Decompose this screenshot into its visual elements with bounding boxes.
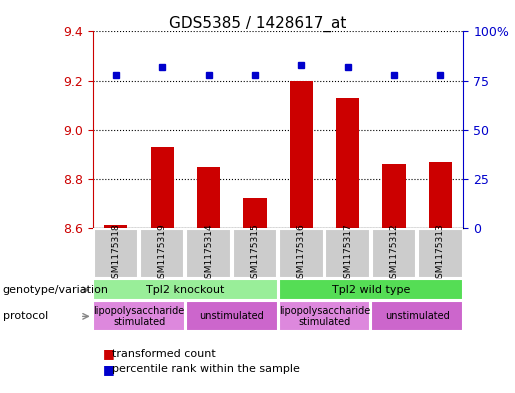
Bar bbox=[243, 198, 267, 228]
Text: Tpl2 wild type: Tpl2 wild type bbox=[332, 285, 410, 295]
FancyBboxPatch shape bbox=[93, 301, 185, 331]
FancyBboxPatch shape bbox=[186, 301, 278, 331]
Text: Tpl2 knockout: Tpl2 knockout bbox=[146, 285, 225, 295]
FancyBboxPatch shape bbox=[94, 229, 138, 278]
Text: unstimulated: unstimulated bbox=[385, 311, 450, 321]
Text: genotype/variation: genotype/variation bbox=[3, 285, 109, 295]
Text: transformed count: transformed count bbox=[112, 349, 216, 359]
Bar bbox=[428, 162, 452, 228]
Text: GSM1175315: GSM1175315 bbox=[250, 223, 260, 284]
Bar bbox=[197, 167, 220, 228]
Text: GSM1175314: GSM1175314 bbox=[204, 223, 213, 284]
Text: percentile rank within the sample: percentile rank within the sample bbox=[112, 364, 300, 375]
Bar bbox=[150, 147, 174, 228]
Text: unstimulated: unstimulated bbox=[199, 311, 264, 321]
FancyBboxPatch shape bbox=[279, 301, 370, 331]
Text: GSM1175319: GSM1175319 bbox=[158, 223, 167, 284]
Text: lipopolysaccharide
stimulated: lipopolysaccharide stimulated bbox=[93, 306, 185, 327]
Text: GSM1175318: GSM1175318 bbox=[111, 223, 121, 284]
Text: lipopolysaccharide
stimulated: lipopolysaccharide stimulated bbox=[279, 306, 370, 327]
FancyBboxPatch shape bbox=[371, 301, 463, 331]
FancyBboxPatch shape bbox=[279, 229, 323, 278]
Text: GSM1175313: GSM1175313 bbox=[436, 223, 445, 284]
Text: GSM1175317: GSM1175317 bbox=[343, 223, 352, 284]
Bar bbox=[336, 98, 359, 228]
Text: GSM1175312: GSM1175312 bbox=[389, 223, 399, 284]
Text: protocol: protocol bbox=[3, 311, 48, 321]
FancyBboxPatch shape bbox=[325, 229, 370, 278]
FancyBboxPatch shape bbox=[233, 229, 277, 278]
FancyBboxPatch shape bbox=[140, 229, 184, 278]
FancyBboxPatch shape bbox=[279, 279, 463, 300]
FancyBboxPatch shape bbox=[418, 229, 462, 278]
FancyBboxPatch shape bbox=[93, 279, 278, 300]
Text: GDS5385 / 1428617_at: GDS5385 / 1428617_at bbox=[169, 16, 346, 32]
Text: GSM1175316: GSM1175316 bbox=[297, 223, 306, 284]
Text: ■: ■ bbox=[103, 363, 115, 376]
FancyBboxPatch shape bbox=[372, 229, 416, 278]
FancyBboxPatch shape bbox=[186, 229, 231, 278]
Text: ■: ■ bbox=[103, 347, 115, 360]
Bar bbox=[382, 164, 406, 228]
Bar bbox=[104, 226, 127, 228]
Bar bbox=[289, 81, 313, 228]
